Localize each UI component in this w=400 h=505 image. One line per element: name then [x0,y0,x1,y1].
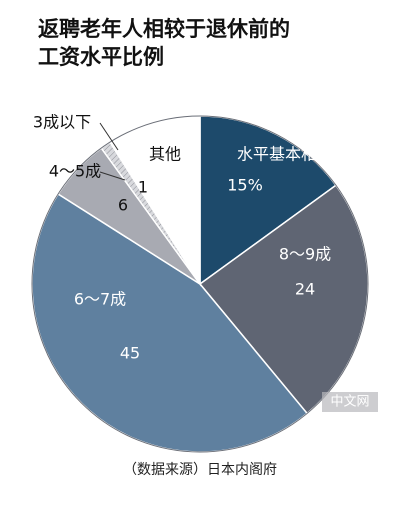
leader-line [99,171,126,181]
value-label: 6 [118,196,128,215]
value-label: 45 [120,344,140,363]
slice-label: 其他 [149,145,181,164]
slice-label: 6～7成 [74,290,126,309]
slice-label: 水平基本相同 [237,145,333,164]
value-label: 15% [227,176,263,195]
slice-label: 3成以下 [33,113,91,132]
watermark: 中文网 [330,395,369,410]
source-note: （数据来源）日本内阁府 [123,462,277,478]
chart-title: 返聘老年人相较于退休前的 [38,17,290,41]
pie-outline [31,115,369,453]
pie: 水平基本相同 15% 8～9成 24 6～7成 45 4～5成 6 3成以下 1其他 [31,113,369,453]
watermark-box [322,392,378,412]
leader-line [99,122,119,151]
slice-label: 8～9成 [279,245,331,264]
chart-title: 工资水平比例 [38,45,164,69]
value-label: 24 [295,280,315,299]
value-label: 1 [138,178,148,197]
slice-label: 4～5成 [49,162,101,181]
